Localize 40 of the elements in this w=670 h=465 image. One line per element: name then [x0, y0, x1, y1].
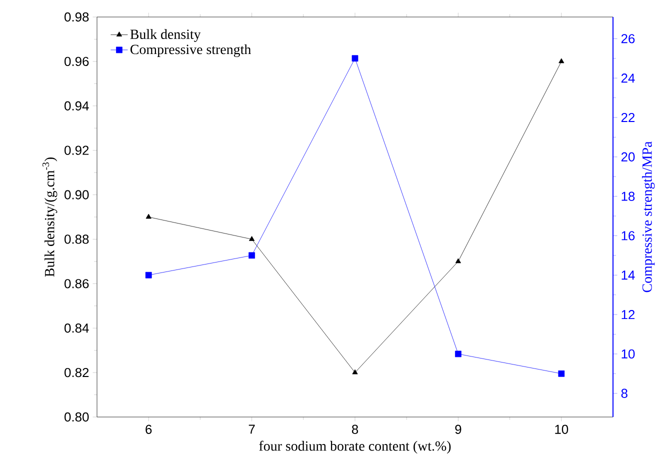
point	[455, 350, 462, 358]
y-tick-label: 0.96	[64, 56, 89, 66]
point	[146, 214, 152, 219]
y2-tick-label: 10	[622, 349, 635, 359]
y2-tick-label: 22	[621, 112, 635, 122]
x-tick-label: 10	[555, 424, 568, 434]
point	[145, 272, 152, 278]
y-tick-label: 0.84	[64, 324, 89, 333]
point	[558, 370, 565, 377]
x-tick-label: 7	[248, 424, 255, 434]
x-tick-label: 9	[455, 424, 462, 434]
y2-tick-label: 24	[621, 74, 635, 83]
y2-tick-label: 26	[621, 34, 635, 44]
y-tick-label: 0.88	[64, 234, 89, 244]
x-tick-label: 6	[146, 424, 152, 434]
point	[249, 236, 255, 241]
y2-tick-label: 14	[622, 270, 635, 280]
y2-tick-label: 20	[621, 152, 635, 162]
y-tick-label: 0.98	[64, 12, 89, 22]
y2-tick-label: 8	[621, 388, 628, 398]
x-tick-label: 8	[352, 424, 358, 434]
y2-tick-label: 12	[622, 310, 635, 320]
y-tick-label: 0.86	[64, 279, 89, 288]
y-tick-label: 0.94	[64, 101, 89, 110]
y2-tick-label: 16	[622, 231, 635, 240]
y-tick-label: 0.90	[64, 190, 89, 200]
legend-label: Bulk density	[130, 29, 201, 42]
y-tick-label: 0.80	[64, 412, 89, 422]
point	[352, 55, 358, 62]
y-tick-label: 0.82	[64, 368, 89, 378]
point	[352, 369, 358, 374]
point	[455, 258, 461, 264]
y-tick-label: 0.92	[64, 146, 89, 155]
legend-label: Compressive strength	[130, 44, 251, 58]
point	[558, 58, 564, 64]
point	[248, 252, 255, 259]
y2-axis-title: Compressive strength/MPa	[642, 141, 655, 292]
y2-tick-label: 18	[622, 192, 635, 201]
y-axis-title: Bulk density/(g.cm$^{-3}$)	[42, 158, 58, 277]
x-axis-title: four sodium borate content (wt.%)	[259, 440, 451, 454]
